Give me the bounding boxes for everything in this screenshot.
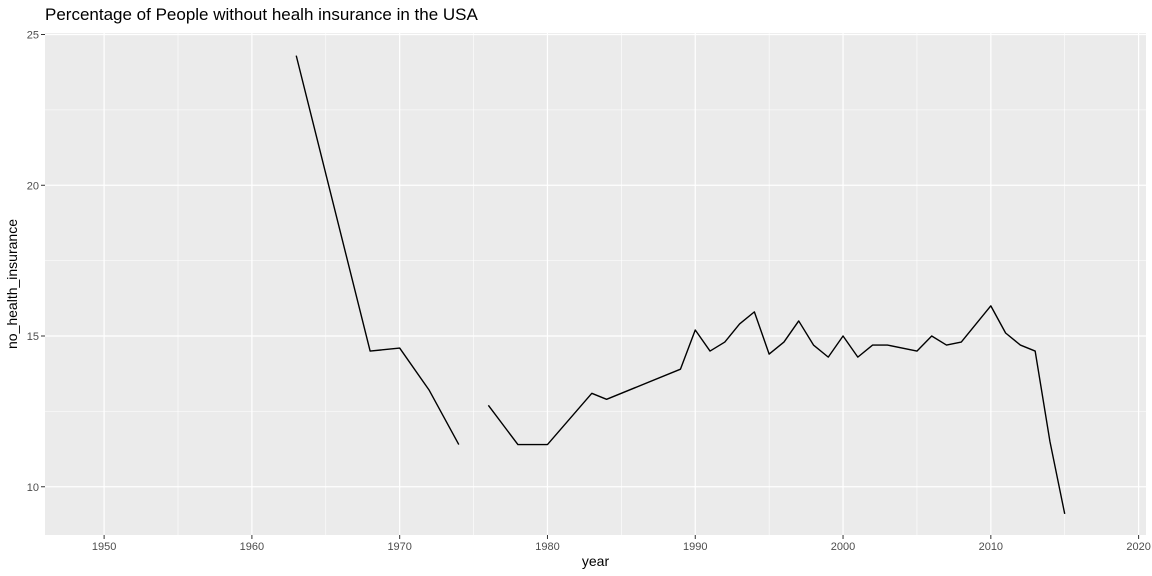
- y-tick-label: 25: [27, 30, 39, 42]
- x-tick-label: 2020: [1126, 541, 1150, 553]
- x-tick-label: 2010: [979, 541, 1003, 553]
- x-axis-title: year: [582, 553, 610, 569]
- y-tick-label: 10: [27, 482, 39, 494]
- x-tick-label: 2000: [831, 541, 855, 553]
- x-tick-label: 1980: [535, 541, 559, 553]
- chart-title: Percentage of People without healh insur…: [45, 5, 478, 24]
- x-axis: 1950 1960 1970 1980 1990 2000 2010 2020: [92, 535, 1151, 553]
- y-axis: 10 15 20 25: [27, 30, 45, 494]
- y-tick-label: 15: [27, 331, 39, 343]
- x-tick-label: 1990: [683, 541, 707, 553]
- series-line: [295, 55, 460, 445]
- x-tick-label: 1960: [240, 541, 264, 553]
- x-tick-label: 1970: [387, 541, 411, 553]
- x-tick-label: 1950: [92, 541, 116, 553]
- y-tick-label: 20: [27, 180, 39, 192]
- plot-panel: [45, 33, 1146, 535]
- minor-gridlines: [45, 33, 1146, 535]
- major-gridlines: [45, 33, 1146, 535]
- series-line: [487, 305, 1066, 515]
- series-layer: [295, 55, 1066, 515]
- y-axis-title: no_health_insurance: [4, 219, 20, 349]
